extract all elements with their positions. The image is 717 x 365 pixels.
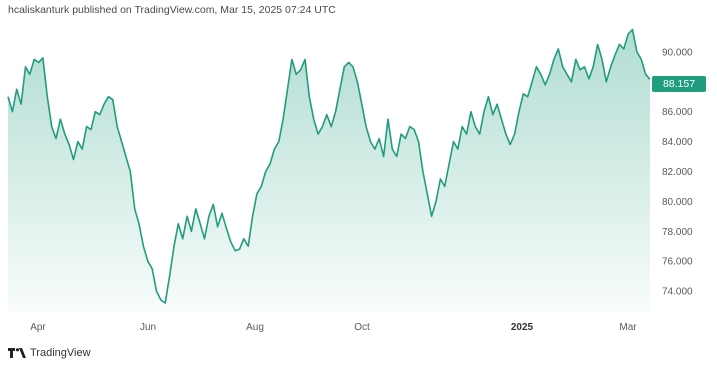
x-tick-label: 2025: [511, 322, 534, 333]
y-tick-label: 90.000: [662, 47, 693, 58]
x-tick-label: Apr: [30, 322, 46, 333]
tradingview-logo-icon: [8, 348, 26, 358]
footer-brand: TradingView: [8, 347, 91, 359]
price-area-fill: [8, 29, 650, 312]
price-series-line: [7, 28, 651, 304]
author-name: hcaliskanturk: [8, 4, 70, 16]
y-tick-label: 86.000: [662, 107, 693, 118]
y-tick-label: 84.000: [662, 137, 693, 148]
x-tick-label: Mar: [619, 322, 637, 333]
publish-details: published on TradingView.com, Mar 15, 20…: [72, 4, 336, 16]
x-tick-label: Aug: [246, 322, 264, 333]
y-tick-label: 76.000: [662, 257, 693, 268]
x-tick-label: Oct: [354, 322, 370, 333]
y-tick-label: 78.000: [662, 227, 693, 238]
x-tick-label: Jun: [140, 322, 156, 333]
y-tick-label: 82.000: [662, 167, 693, 178]
publish-info: hcaliskanturk published on TradingView.c…: [8, 4, 336, 16]
y-tick-label: 74.000: [662, 287, 693, 298]
footer-brand-label: TradingView: [30, 347, 91, 359]
y-tick-label: 80.000: [662, 197, 693, 208]
current-price-badge: 88.157: [652, 76, 706, 92]
